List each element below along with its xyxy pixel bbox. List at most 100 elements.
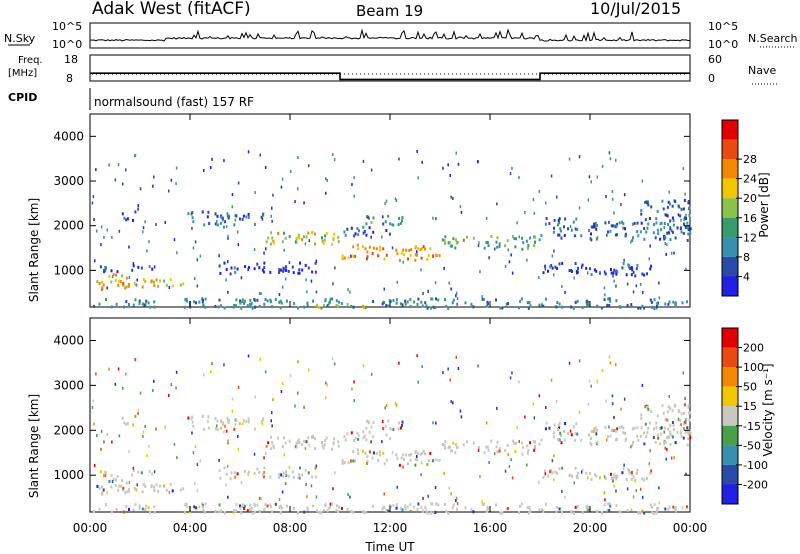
power-echo-speckle [420,268,422,272]
power-echo-cell [254,305,257,309]
power-echo-cell [667,302,670,306]
velocity-echo-speckle [288,465,291,469]
power-colorbar-tick-label: 24 [743,173,757,186]
velocity-colorbar-swatch [722,445,738,465]
power-echo-cell [366,215,369,219]
power-echo-cell [233,304,236,307]
power-echo-cell [406,300,409,304]
velocity-echo-cell [256,467,259,471]
velocity-echo-cell [98,486,101,490]
velocity-echo-cell [618,510,621,514]
power-echo-speckle [231,205,234,209]
velocity-echo-speckle [136,483,138,487]
velocity-echo-speckle [511,476,514,480]
power-echo-cell [672,223,675,227]
power-echo-cell [451,301,454,305]
power-echo-cell [241,300,244,303]
power-echo-speckle [278,293,281,297]
velocity-colorbar-tick-label: 200 [743,342,764,355]
velocity-echo-cell [438,458,441,462]
velocity-echo-speckle [421,365,423,368]
velocity-echo-speckle [455,496,458,500]
velocity-echo-cell [643,442,646,446]
power-echo-speckle [227,236,229,240]
power-echo-cell [574,300,577,304]
velocity-echo-speckle [234,423,237,427]
freq-tick-bottom: 8 [66,72,73,85]
velocity-echo-speckle [260,497,262,501]
power-echo-cell [365,222,368,226]
power-y-label: Slant Range [km] [27,198,41,302]
power-echo-cell [649,298,652,302]
power-echo-speckle [117,163,120,167]
velocity-echo-speckle [325,396,327,400]
power-echo-cell [282,269,285,273]
velocity-echo-speckle [449,378,451,382]
power-echo-cell [372,230,375,234]
velocity-echo-speckle [394,401,397,405]
power-echo-cell [307,266,310,270]
power-echo-cell [385,229,388,232]
velocity-echo-speckle [416,354,418,358]
power-echo-cell [455,241,458,245]
velocity-echo-cell [659,426,662,430]
velocity-echo-cell [482,502,485,506]
velocity-echo-cell [454,451,457,455]
power-echo-speckle [639,282,642,286]
velocity-echo-speckle [477,448,480,452]
power-echo-cell [321,239,324,243]
power-echo-cell [452,237,455,241]
velocity-echo-speckle [254,395,256,399]
velocity-echo-speckle [608,355,611,359]
velocity-echo-cell [589,472,591,475]
power-echo-cell [187,212,190,216]
velocity-echo-cell [325,436,328,440]
power-echo-cell [285,265,288,269]
power-echo-cell [202,298,204,302]
velocity-echo-cell [639,511,642,515]
power-echo-speckle [452,197,454,200]
velocity-echo-cell [613,473,616,477]
power-echo-speckle [106,286,108,290]
velocity-echo-cell [254,510,257,514]
power-echo-cell [518,306,520,310]
velocity-echo-cell [365,426,368,430]
power-echo-cell [378,245,381,249]
power-echo-cell [686,239,689,242]
power-echo-cell [650,264,653,268]
power-echo-cell [263,302,266,306]
velocity-echo-speckle [630,445,632,449]
power-echo-cell [669,238,672,242]
power-echo-cell [397,223,400,227]
power-echo-cell [574,262,577,265]
power-echo-cell [256,262,259,266]
velocity-echo-cell [676,431,679,434]
power-echo-speckle [382,215,384,219]
power-echo-speckle [240,276,243,280]
power-echo-speckle [125,168,127,172]
power-echo-cell [554,265,557,269]
velocity-echo-cell [414,449,417,453]
velocity-echo-cell [544,427,547,431]
velocity-echo-cell [498,449,501,453]
velocity-echo-cell [112,477,115,481]
cpid-row: CPID normalsound (fast) 157 RF [8,88,254,110]
velocity-echo-speckle [173,442,176,446]
power-echo-cell [590,238,593,242]
velocity-echo-cell [682,427,685,431]
velocity-echo-cell [329,502,332,506]
power-echo-cell [674,301,677,305]
power-echo-cell [262,270,265,274]
power-echo-speckle [455,291,458,295]
power-echo-speckle [553,249,555,253]
velocity-echo-cell [687,432,690,436]
velocity-echo-cell [171,489,174,493]
power-echo-cell [424,301,427,305]
velocity-echo-speckle [168,490,171,494]
velocity-echo-cell [145,504,148,508]
velocity-echo-cell [405,453,408,457]
velocity-echo-speckle [385,404,388,408]
velocity-echo-cell [117,488,120,492]
velocity-echo-speckle [164,425,166,429]
power-echo-speckle [223,225,225,229]
